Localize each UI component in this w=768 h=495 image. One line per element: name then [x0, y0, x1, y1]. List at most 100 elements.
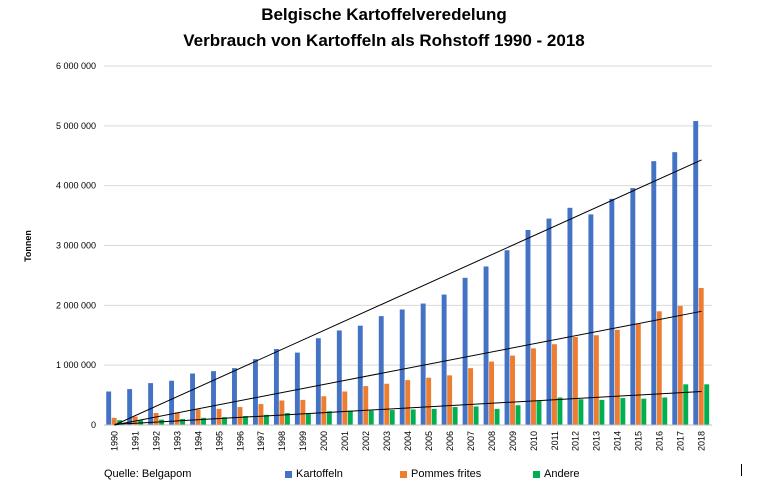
bar-kartoffeln — [336, 330, 342, 425]
bar-kartoffeln — [273, 349, 279, 425]
bar-pommes-frites — [111, 417, 117, 425]
bar-andere — [599, 399, 605, 425]
x-tick-label: 2010 — [529, 431, 539, 451]
bar-kartoffeln — [378, 316, 384, 425]
legend-item-pommes-frites: Pommes frites — [400, 468, 481, 480]
bar-andere — [326, 411, 332, 425]
x-tick-label: 2017 — [676, 431, 686, 451]
bar-kartoffeln — [546, 218, 552, 425]
x-tick-label: 2004 — [403, 431, 413, 451]
x-tick-label: 1990 — [109, 431, 119, 451]
legend-item-andere: Andere — [533, 468, 579, 480]
x-tick-label: 1996 — [235, 431, 245, 451]
bar-kartoffeln — [504, 250, 510, 425]
x-tick-label: 2002 — [361, 431, 371, 451]
bar-andere — [473, 406, 479, 425]
legend-label-kartoffeln: Kartoffeln — [296, 468, 343, 480]
bar-kartoffeln — [630, 188, 636, 425]
bar-pommes-frites — [279, 400, 285, 425]
x-tick-label: 1998 — [277, 431, 287, 451]
source-note: Quelle: Belgapom — [104, 468, 192, 480]
x-tick-label: 1994 — [193, 431, 203, 451]
bar-kartoffeln — [462, 277, 468, 425]
x-tick-label: 2005 — [424, 431, 434, 451]
bar-pommes-frites — [216, 408, 222, 425]
bar-kartoffeln — [148, 383, 154, 425]
bar-pommes-frites — [572, 337, 578, 425]
bar-andere — [284, 413, 290, 425]
bar-pommes-frites — [321, 396, 327, 425]
chart-subtitle: Verbrauch von Kartoffeln als Rohstoff 19… — [183, 31, 585, 50]
bar-kartoffeln — [169, 380, 175, 425]
bar-andere — [263, 414, 269, 425]
x-tick-label: 2009 — [508, 431, 518, 451]
x-tick-label: 2006 — [445, 431, 455, 451]
x-tick-label: 2007 — [466, 431, 476, 451]
bar-andere — [494, 408, 500, 425]
x-tick-label: 2016 — [655, 431, 665, 451]
bar-pommes-frites — [510, 355, 515, 425]
bar-kartoffeln — [399, 309, 405, 425]
bar-kartoffeln — [651, 161, 657, 425]
x-tick-label: 1991 — [130, 431, 140, 451]
legend-label-andere: Andere — [544, 468, 580, 480]
x-tick-label: 1993 — [172, 431, 182, 451]
bar-kartoffeln — [106, 391, 112, 425]
bar-pommes-frites — [342, 391, 348, 425]
y-tick-label: 0 — [91, 420, 96, 430]
bar-andere — [159, 419, 165, 425]
bar-pommes-frites — [489, 361, 495, 425]
bar-kartoffeln — [588, 214, 594, 425]
legend-item-kartoffeln: Kartoffeln — [285, 468, 343, 480]
trendline-pommes-frites — [114, 310, 702, 426]
bar-andere — [305, 413, 311, 425]
bar-andere — [704, 384, 710, 425]
bar-kartoffeln — [420, 303, 426, 425]
bar-andere — [368, 410, 374, 425]
bar-pommes-frites — [698, 287, 704, 425]
y-tick-label: 6 000 000 — [56, 61, 96, 71]
bar-kartoffeln — [211, 371, 216, 425]
trendline-kartoffeln — [114, 159, 702, 426]
legend-swatch-kartoffeln — [285, 470, 292, 478]
bar-andere — [243, 416, 248, 425]
x-tick-label: 2011 — [550, 431, 560, 450]
bar-pommes-frites — [552, 344, 557, 425]
y-tick-label: 1 000 000 — [56, 360, 96, 370]
bar-andere — [557, 397, 563, 425]
bar-pommes-frites — [468, 368, 474, 425]
trendline-andere — [114, 390, 702, 425]
bar-kartoffeln — [567, 207, 573, 425]
y-axis-label: Tonnen — [23, 230, 33, 262]
bar-kartoffeln — [441, 294, 447, 425]
corner-mark — [741, 464, 742, 476]
bar-andere — [683, 384, 689, 425]
bar-andere — [222, 417, 227, 425]
bar-kartoffeln — [315, 338, 321, 425]
x-tick-label: 2015 — [634, 431, 644, 451]
bar-pommes-frites — [153, 413, 159, 425]
bar-kartoffeln — [232, 368, 237, 425]
legend-swatch-andere — [533, 470, 540, 478]
bar-kartoffeln — [672, 152, 678, 425]
bar-kartoffeln — [357, 325, 363, 425]
bar-pommes-frites — [258, 404, 264, 425]
bar-andere — [347, 410, 353, 425]
x-tick-label: 2013 — [592, 431, 602, 451]
bar-andere — [620, 398, 626, 425]
bar-pommes-frites — [677, 305, 683, 425]
bar-pommes-frites — [405, 380, 411, 425]
bar-andere — [641, 398, 647, 425]
x-tick-label: 2008 — [487, 431, 497, 451]
y-tick-label: 4 000 000 — [56, 181, 96, 191]
x-tick-label: 1995 — [214, 431, 224, 451]
bar-pommes-frites — [635, 323, 641, 425]
bar-kartoffeln — [483, 266, 489, 425]
legend-swatch-pommes-frites — [400, 470, 407, 478]
bar-pommes-frites — [237, 407, 243, 425]
bar-pommes-frites — [426, 377, 432, 425]
chart-title: Belgische Kartoffelveredelung — [261, 5, 507, 24]
legend-label-pommes-frites: Pommes frites — [411, 468, 482, 480]
bar-kartoffeln — [252, 359, 258, 425]
